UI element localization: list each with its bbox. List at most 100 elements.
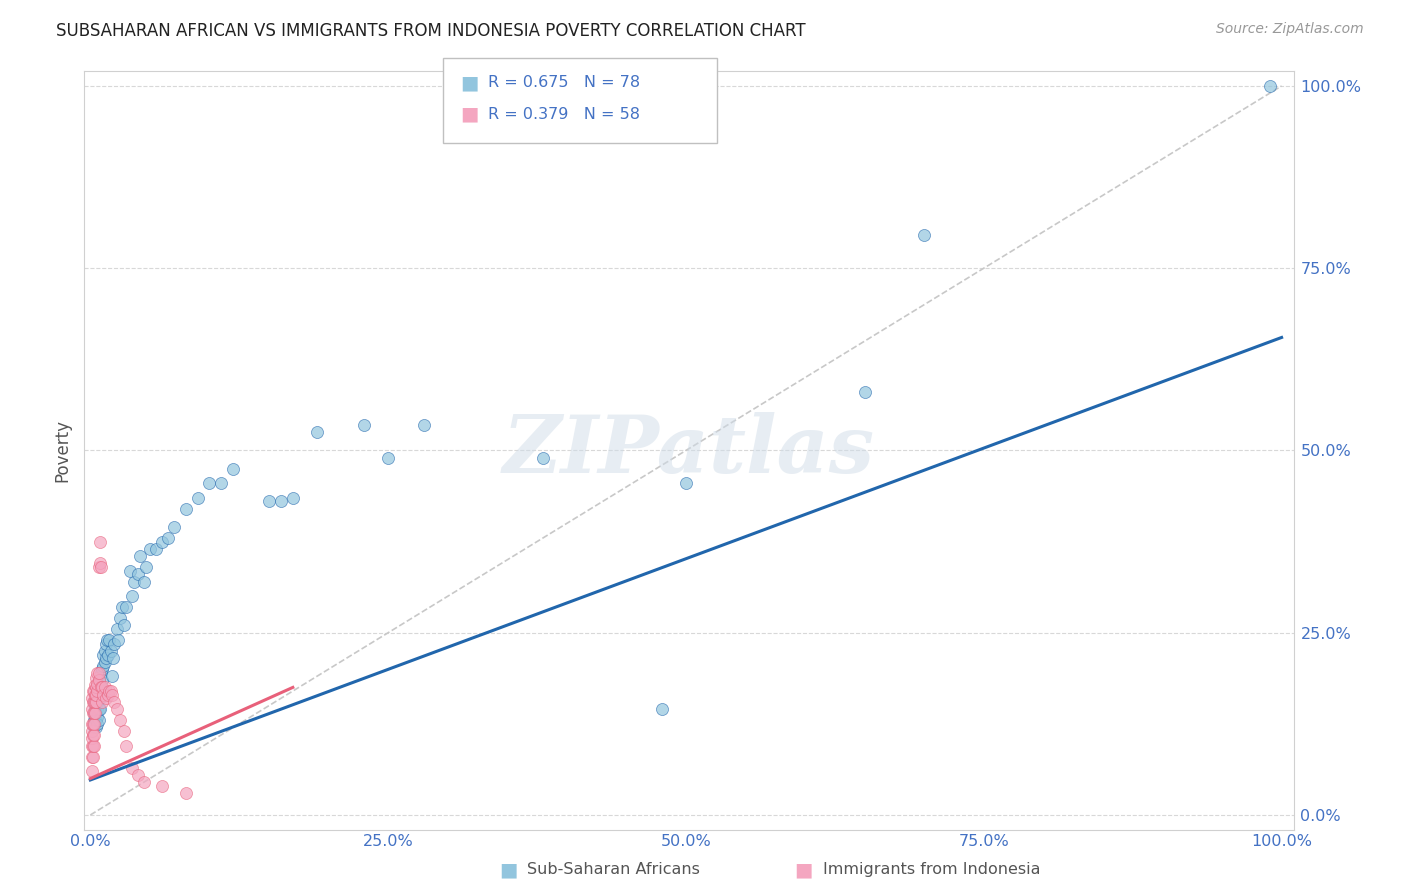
Point [83,713,105,727]
Point [82,684,104,698]
Point [93,655,115,669]
Point [83,716,105,731]
Point [281,491,304,505]
Point [257,494,280,508]
Point [90,665,112,680]
Point [84,706,107,720]
Point [198,476,221,491]
Point [150,534,173,549]
Point [112,618,135,632]
Point [87,702,110,716]
Point [84,716,107,731]
Point [91,673,114,687]
Point [93,681,115,695]
Point [100,688,122,702]
Point [222,461,245,475]
Point [89,557,111,571]
Point [84,688,107,702]
Point [124,574,146,589]
Point [84,706,107,720]
Point [121,589,143,603]
Point [129,549,152,564]
Point [87,560,110,574]
Point [87,673,110,687]
Point [97,688,120,702]
Point [83,695,105,709]
Point [83,721,105,735]
Point [82,695,104,709]
Point [108,713,131,727]
Point [101,651,124,665]
Point [82,706,104,720]
Point [84,713,107,727]
Point [100,684,122,698]
Point [127,768,149,782]
Point [80,691,103,706]
Point [83,695,105,709]
Point [89,534,111,549]
Point [86,695,108,709]
Point [270,494,292,508]
Point [80,702,103,716]
Point [139,541,162,556]
Point [156,531,179,545]
Text: Source: ZipAtlas.com: Source: ZipAtlas.com [1216,22,1364,37]
Text: ZIPatlas: ZIPatlas [503,412,875,489]
Point [87,688,110,702]
Point [86,665,108,680]
Point [531,450,554,465]
Point [108,611,131,625]
Point [97,648,120,662]
Point [84,681,107,695]
Point [84,721,107,735]
Point [209,476,232,491]
Point [84,702,107,716]
Point [118,564,141,578]
Point [145,541,167,556]
Point [98,684,121,698]
Point [84,695,107,709]
Y-axis label: Poverty: Poverty [53,419,72,482]
Point [82,728,104,742]
Point [93,688,115,702]
Point [163,520,186,534]
Point [80,739,103,753]
Point [90,560,112,574]
Text: R = 0.379   N = 58: R = 0.379 N = 58 [488,107,640,121]
Point [84,695,107,709]
Point [305,425,328,440]
Text: ■: ■ [499,860,517,880]
Point [675,476,697,491]
Point [91,662,114,676]
Point [150,779,173,793]
Point [135,560,157,574]
Point [80,749,103,764]
Point [412,417,434,432]
Text: R = 0.675   N = 78: R = 0.675 N = 78 [488,76,640,90]
Point [80,724,103,739]
Point [377,450,399,465]
Point [82,749,104,764]
Point [91,681,114,695]
Point [83,684,105,698]
Point [100,644,122,658]
Point [100,669,122,683]
Point [96,633,118,648]
Point [103,637,125,651]
Point [174,786,197,800]
Point [84,695,107,709]
Point [103,695,125,709]
Point [84,688,107,702]
Point [94,651,117,665]
Point [115,739,138,753]
Point [84,678,107,692]
Point [651,702,673,716]
Point [91,684,114,698]
Point [80,731,103,746]
Point [89,681,111,695]
Point [127,567,149,582]
Point [87,673,110,687]
Point [89,702,111,716]
Point [83,706,105,720]
Point [86,677,108,691]
